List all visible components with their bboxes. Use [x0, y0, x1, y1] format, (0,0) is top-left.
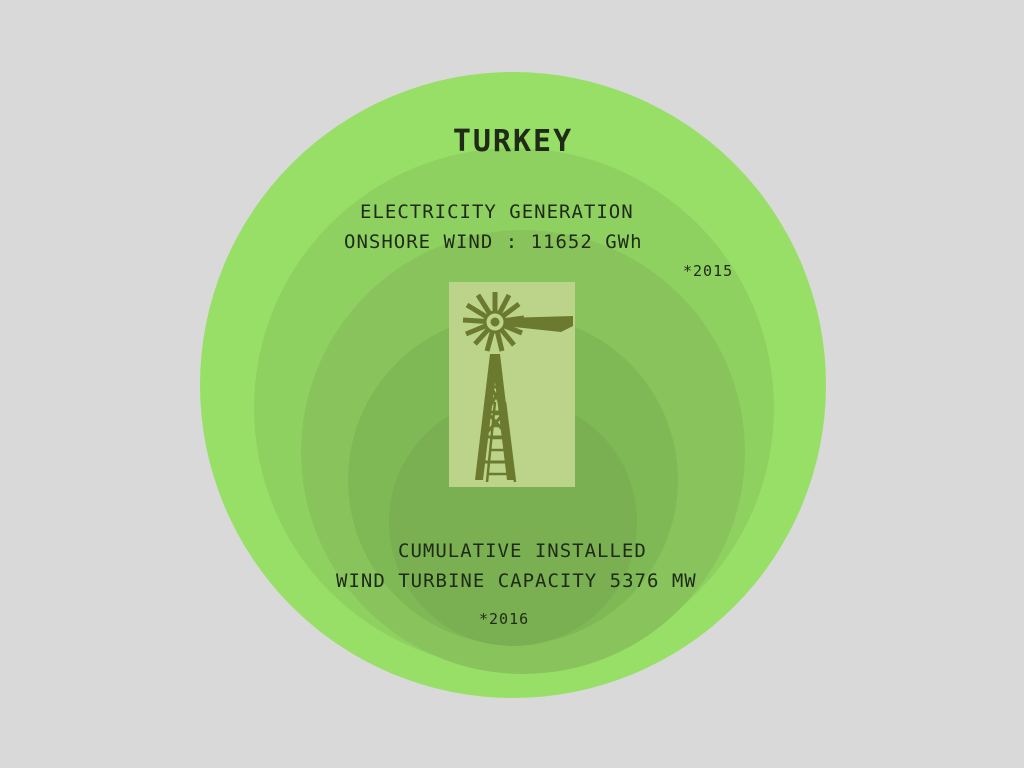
windmill-panel: [449, 282, 575, 487]
windmill-icon: [462, 292, 573, 483]
country-title: TURKEY: [452, 124, 574, 159]
generation-heading: ELECTRICITY GENERATION: [360, 201, 634, 223]
capacity-year: *2016: [479, 610, 530, 628]
capacity-heading: CUMULATIVE INSTALLED: [398, 540, 647, 562]
generation-value: ONSHORE WIND : 11652 GWh: [344, 231, 643, 253]
generation-year: *2015: [683, 262, 734, 280]
capacity-value: WIND TURBINE CAPACITY 5376 MW: [336, 570, 697, 592]
